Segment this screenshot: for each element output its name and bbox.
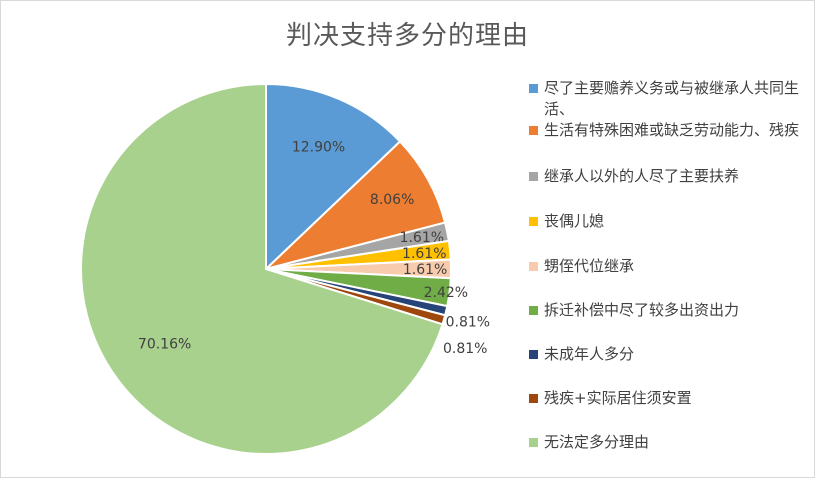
legend-label: 尽了主要赡养义务或与被继承人共同生活、	[544, 79, 800, 118]
legend-swatch	[529, 306, 538, 315]
legend-swatch	[529, 84, 538, 93]
slice-data-label: 1.61%	[400, 230, 444, 246]
pie-slice	[265, 140, 447, 270]
legend-label: 未成年人多分	[544, 345, 635, 363]
legend-item: 残疾+实际居住须安置	[529, 388, 814, 409]
legend-item: 拆迁补偿中尽了较多出资出力	[529, 300, 814, 321]
legend-item: 甥侄代位继承	[529, 256, 814, 277]
pie-slice	[80, 83, 444, 455]
pie-slice	[265, 83, 402, 270]
legend-swatch	[529, 262, 538, 271]
legend-item: 生活有特殊困难或缺乏劳动能力、残疾	[529, 120, 814, 141]
slice-data-label: 12.90%	[292, 140, 345, 156]
legend-swatch	[529, 350, 538, 359]
legend-label: 生活有特殊困难或缺乏劳动能力、残疾	[544, 121, 800, 139]
slice-data-label: 1.61%	[402, 246, 446, 262]
legend-item: 继承人以外的人尽了主要扶养	[529, 166, 814, 187]
slice-data-label: 70.16%	[138, 336, 191, 352]
slice-data-label: 1.61%	[403, 262, 447, 278]
legend-swatch	[529, 217, 538, 226]
legend-item: 无法定多分理由	[529, 432, 814, 453]
legend-item: 未成年人多分	[529, 344, 814, 365]
legend-label: 无法定多分理由	[544, 433, 650, 451]
legend-item: 尽了主要赡养义务或与被继承人共同生活、	[529, 78, 814, 120]
legend-swatch	[529, 172, 538, 181]
legend-label: 继承人以外的人尽了主要扶养	[544, 167, 740, 185]
slice-data-label: 0.81%	[443, 341, 487, 357]
legend-item: 丧偶儿媳	[529, 211, 814, 232]
legend-label: 甥侄代位继承	[544, 257, 635, 275]
legend-swatch	[529, 126, 538, 135]
legend-label: 丧偶儿媳	[544, 212, 605, 230]
slice-data-label: 2.42%	[424, 285, 468, 301]
legend-swatch	[529, 394, 538, 403]
legend-label: 残疾+实际居住须安置	[544, 389, 692, 407]
legend-swatch	[529, 438, 538, 447]
slice-data-label: 8.06%	[370, 192, 414, 208]
chart-title: 判决支持多分的理由	[285, 21, 529, 51]
slice-data-label: 0.81%	[446, 315, 490, 331]
legend-label: 拆迁补偿中尽了较多出资出力	[544, 301, 740, 319]
